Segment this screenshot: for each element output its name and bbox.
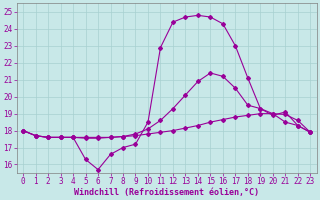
X-axis label: Windchill (Refroidissement éolien,°C): Windchill (Refroidissement éolien,°C) [74, 188, 259, 197]
